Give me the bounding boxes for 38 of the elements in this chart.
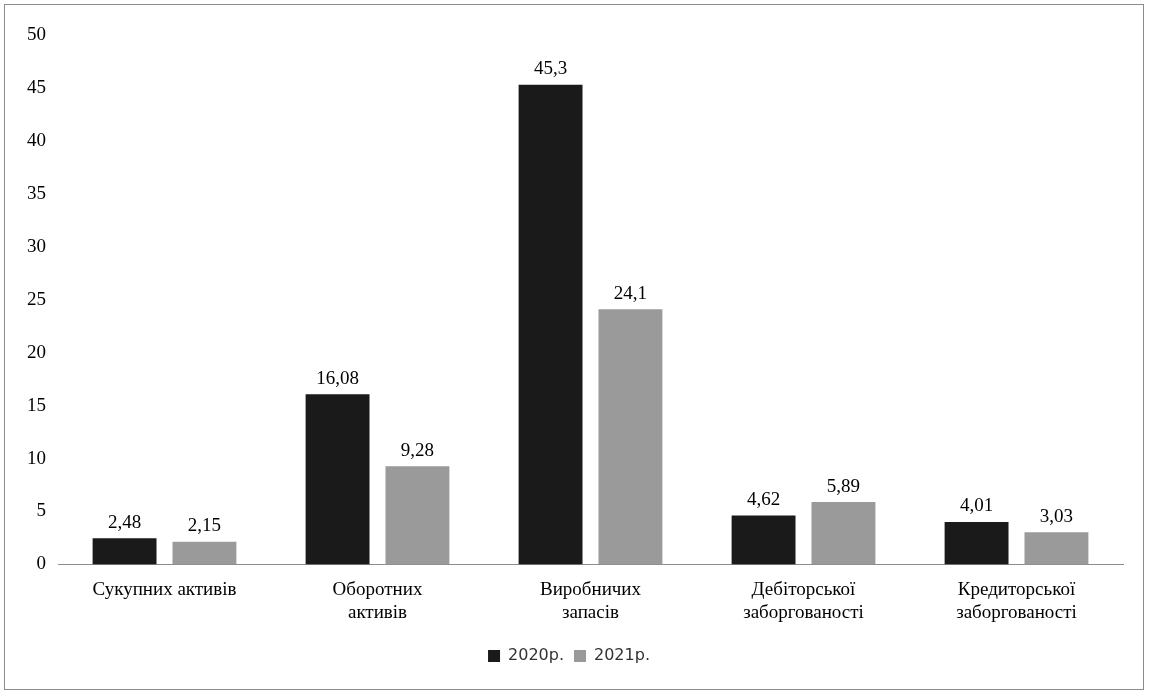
y-tick-label: 40 (27, 128, 46, 150)
bar (811, 502, 876, 565)
y-tick-label: 30 (27, 234, 46, 256)
bar (92, 538, 157, 565)
y-tick-label: 15 (27, 393, 46, 415)
x-tick-label: Сукупних активів (92, 577, 237, 599)
data-label: 24,1 (613, 281, 648, 303)
y-tick-label: 25 (27, 287, 46, 309)
x-tick-label: Виробничих запасів (539, 577, 642, 622)
y-tick-label: 20 (27, 340, 46, 362)
y-tick-label: 10 (27, 446, 46, 468)
data-label: 4,01 (959, 494, 994, 516)
x-tick-label: Дебіторської заборгованості (743, 577, 864, 622)
data-label: 9,28 (400, 438, 435, 460)
data-label: 2,15 (187, 514, 222, 536)
bar (598, 309, 663, 565)
y-tick-label: 50 (27, 22, 46, 44)
y-tick-label: 0 (36, 552, 46, 574)
bar (305, 394, 370, 565)
data-label: 4,62 (746, 487, 781, 509)
x-tick-label: Кредиторської заборгованості (956, 577, 1077, 622)
y-tick-label: 5 (36, 499, 46, 521)
legend-label: 2021р. (594, 645, 650, 665)
bar (518, 84, 583, 565)
data-label: 3,03 (1039, 504, 1074, 526)
data-label: 2,48 (107, 510, 142, 532)
bar (385, 466, 450, 565)
bar (172, 541, 237, 565)
x-tick-label: Оборотних активів (332, 577, 423, 622)
bar (944, 521, 1009, 565)
data-label: 45,3 (533, 57, 568, 79)
data-label: 16,08 (316, 366, 359, 388)
y-tick-label: 35 (27, 181, 46, 203)
bar (1024, 532, 1089, 565)
bar (731, 515, 796, 565)
y-tick-label: 45 (27, 75, 46, 97)
legend-label: 2020р. (508, 645, 565, 665)
data-label: 5,89 (826, 474, 861, 496)
